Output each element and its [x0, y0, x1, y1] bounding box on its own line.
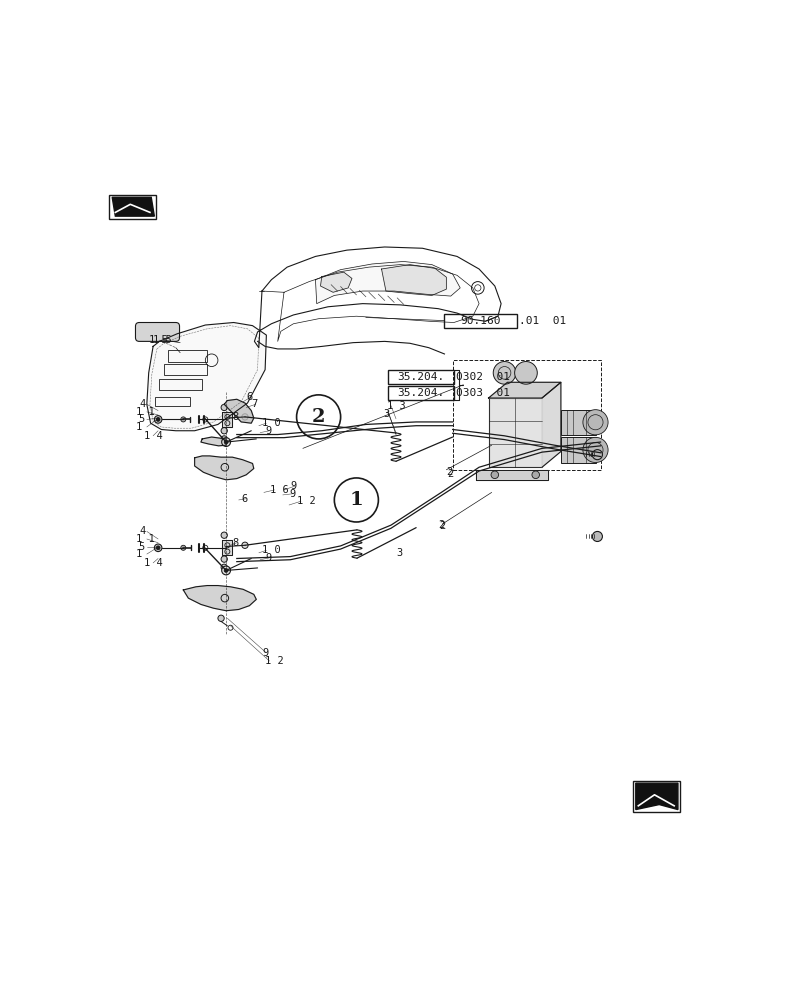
Bar — [167, 350, 206, 362]
Bar — [444, 314, 517, 328]
Bar — [388, 386, 453, 400]
Circle shape — [221, 532, 227, 538]
Text: 2: 2 — [447, 469, 453, 479]
Text: 35.204.: 35.204. — [397, 372, 444, 382]
Polygon shape — [475, 470, 547, 480]
Circle shape — [221, 428, 227, 434]
Text: 8: 8 — [232, 412, 238, 422]
Text: 4: 4 — [139, 526, 145, 536]
Circle shape — [221, 404, 227, 411]
Polygon shape — [200, 437, 225, 446]
Circle shape — [154, 416, 161, 423]
Text: 2: 2 — [446, 467, 452, 477]
Polygon shape — [488, 382, 560, 398]
Circle shape — [514, 362, 537, 384]
Text: 1 2: 1 2 — [296, 496, 315, 506]
Circle shape — [217, 615, 224, 621]
Text: 9: 9 — [289, 489, 295, 499]
Polygon shape — [224, 399, 254, 423]
Bar — [164, 364, 207, 375]
Text: 6: 6 — [241, 494, 247, 504]
Text: 1 5: 1 5 — [149, 335, 168, 345]
Text: 9: 9 — [290, 481, 296, 491]
Bar — [633, 781, 680, 812]
Text: 35.204.: 35.204. — [397, 388, 444, 398]
Polygon shape — [542, 382, 560, 467]
Bar — [109, 195, 156, 219]
Circle shape — [224, 569, 228, 572]
Text: .01  01: .01 01 — [519, 316, 566, 326]
Circle shape — [221, 566, 230, 575]
Polygon shape — [112, 197, 154, 216]
FancyBboxPatch shape — [135, 323, 179, 341]
Text: 1 3: 1 3 — [386, 401, 405, 411]
Text: 3: 3 — [383, 409, 389, 419]
Text: 9: 9 — [262, 648, 268, 658]
Text: 90.160: 90.160 — [460, 316, 500, 326]
Polygon shape — [222, 412, 232, 427]
Bar — [388, 370, 453, 384]
Text: 1 5: 1 5 — [153, 335, 172, 345]
Circle shape — [582, 410, 607, 435]
Circle shape — [591, 531, 602, 541]
Text: 1 1: 1 1 — [136, 534, 155, 544]
Text: 1 0: 1 0 — [262, 545, 281, 555]
Text: 1 0: 1 0 — [262, 418, 281, 428]
Text: 1 6: 1 6 — [269, 485, 288, 495]
Circle shape — [156, 418, 160, 421]
Circle shape — [156, 546, 160, 550]
Polygon shape — [315, 261, 460, 304]
Polygon shape — [320, 272, 351, 292]
Text: 1: 1 — [349, 491, 363, 509]
Bar — [159, 379, 202, 390]
Circle shape — [491, 471, 498, 479]
Bar — [560, 437, 594, 463]
Text: 2: 2 — [311, 408, 325, 426]
Polygon shape — [183, 586, 256, 611]
Text: 0302  01: 0302 01 — [456, 372, 510, 382]
Circle shape — [242, 542, 248, 548]
Text: 2: 2 — [438, 520, 444, 530]
Text: 1: 1 — [136, 422, 142, 432]
Text: 7: 7 — [251, 399, 257, 409]
Circle shape — [221, 436, 227, 442]
Circle shape — [181, 417, 186, 422]
Circle shape — [531, 471, 539, 479]
Bar — [155, 397, 190, 406]
Text: 1 4: 1 4 — [144, 558, 163, 568]
Polygon shape — [381, 265, 446, 295]
Text: 0303  01: 0303 01 — [456, 388, 510, 398]
Text: 5: 5 — [138, 542, 144, 552]
Text: 1: 1 — [136, 549, 142, 559]
Circle shape — [221, 438, 230, 446]
Circle shape — [582, 437, 607, 463]
Text: 9: 9 — [265, 426, 271, 436]
Bar — [560, 410, 594, 435]
Polygon shape — [222, 540, 232, 555]
Circle shape — [591, 450, 602, 460]
Text: 4: 4 — [139, 399, 145, 409]
Circle shape — [221, 556, 227, 562]
Text: 2: 2 — [438, 521, 444, 531]
Circle shape — [224, 440, 228, 444]
Text: 1 4: 1 4 — [144, 431, 163, 441]
Polygon shape — [635, 783, 677, 810]
Text: 1 2: 1 2 — [265, 656, 284, 666]
Bar — [488, 398, 542, 467]
Text: 5: 5 — [138, 414, 144, 424]
Polygon shape — [195, 456, 254, 480]
Circle shape — [221, 564, 227, 570]
Text: 8: 8 — [232, 538, 238, 548]
Bar — [452, 360, 600, 470]
Circle shape — [492, 362, 515, 384]
Text: 9: 9 — [265, 553, 271, 563]
Circle shape — [181, 545, 186, 550]
Circle shape — [242, 414, 248, 420]
Text: 6: 6 — [246, 392, 252, 402]
Polygon shape — [147, 323, 266, 431]
Text: 3: 3 — [396, 548, 401, 558]
Text: 1 1: 1 1 — [136, 407, 155, 417]
Circle shape — [154, 544, 161, 552]
